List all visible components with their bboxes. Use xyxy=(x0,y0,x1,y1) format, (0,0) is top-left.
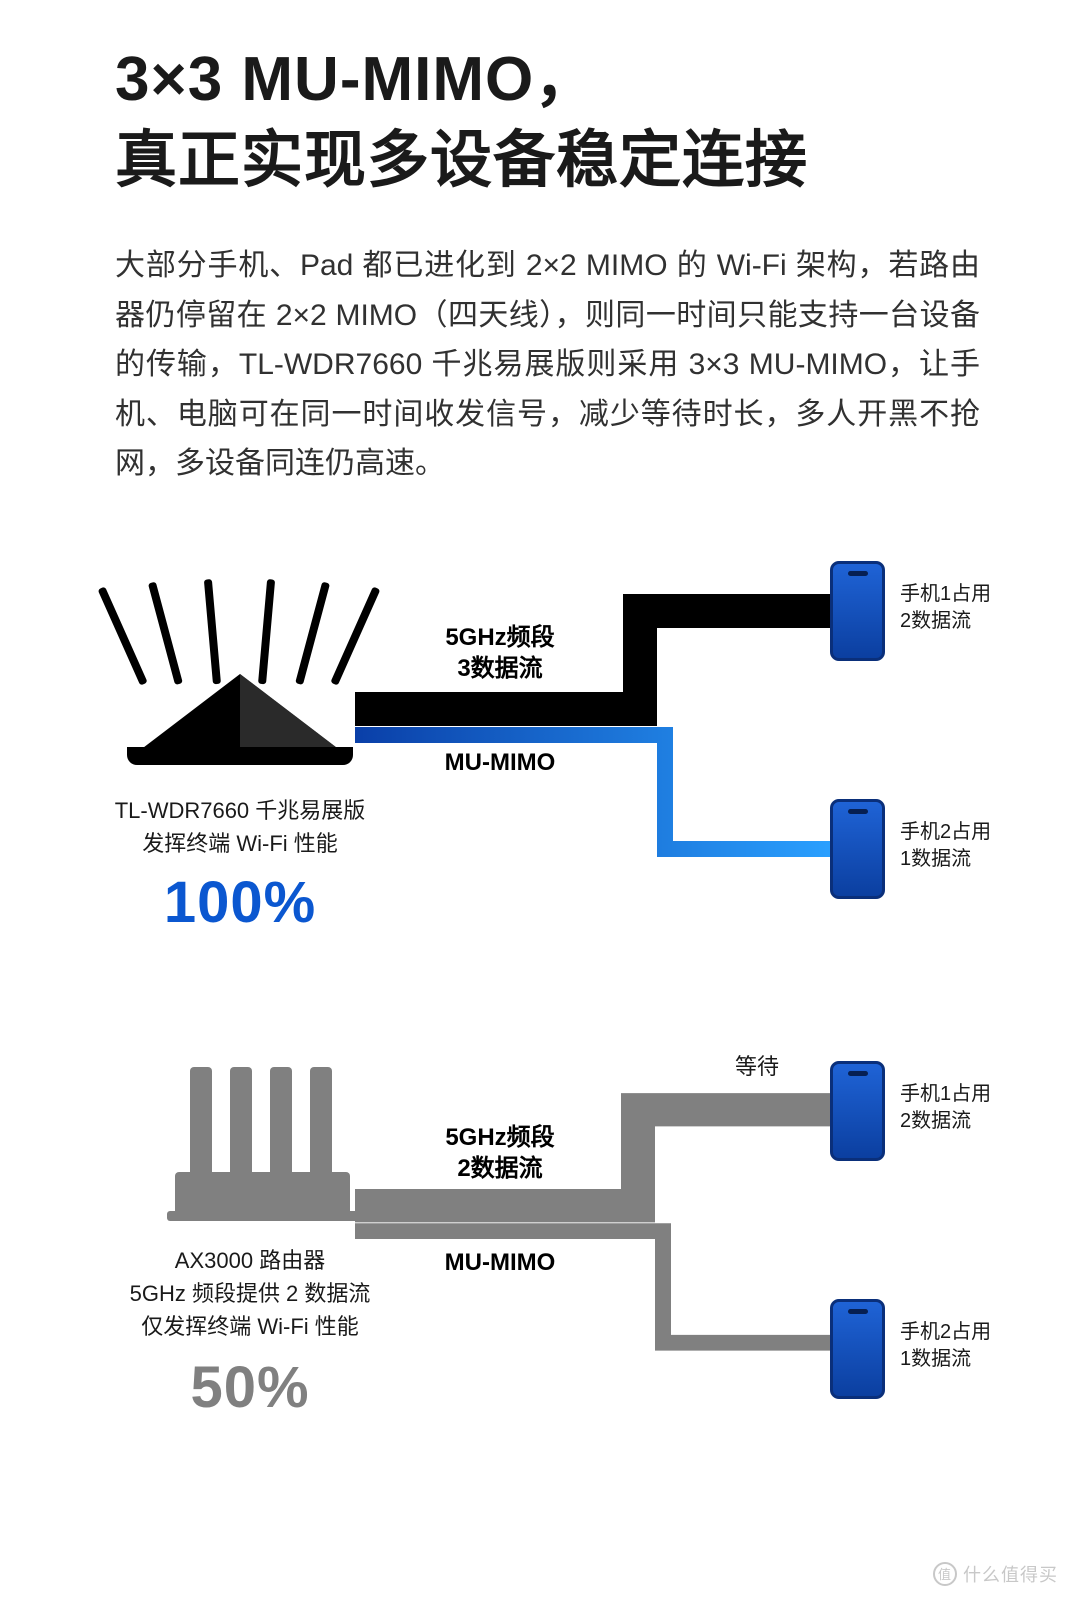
phone-1-icon xyxy=(830,561,885,661)
headline-line-2: 真正实现多设备稳定连接 xyxy=(115,126,808,195)
watermark: 值 什么值得买 xyxy=(933,1561,1058,1587)
diagram2-wait-label: 等待 xyxy=(735,1049,779,1081)
phone-4-icon xyxy=(830,1299,885,1399)
diagram2-router-caption: AX3000 路由器 5GHz 频段提供 2 数据流 仅发挥终端 Wi-Fi 性… xyxy=(90,1244,410,1343)
phone-4-label: 手机2占用 1数据流 xyxy=(900,1319,991,1373)
diagram2-band-label: 5GHz频段 2数据流 xyxy=(380,1122,620,1184)
diagram2-percentage: 50% xyxy=(90,1354,410,1421)
headline: 3×3 MU-MIMO， 真正实现多设备稳定连接 xyxy=(115,40,1080,201)
diagram1-router-caption: TL-WDR7660 千兆易展版 发挥终端 Wi-Fi 性能 xyxy=(80,794,400,860)
diagram-mu-mimo-3x3: 5GHz频段 3数据流 MU-MIMO 手机1占用 2数据流 手机2占用 1数据… xyxy=(0,549,1080,1019)
headline-line-1: 3×3 MU-MIMO， xyxy=(115,45,597,114)
phone-2-icon xyxy=(830,799,885,899)
watermark-text: 什么值得买 xyxy=(963,1561,1058,1587)
diagram1-mimo-label: MU-MIMO xyxy=(380,747,620,778)
phone-1-label: 手机1占用 2数据流 xyxy=(900,581,991,635)
router-tlwdr7660-icon xyxy=(130,579,350,769)
diagram2-mimo-label: MU-MIMO xyxy=(380,1247,620,1278)
diagram1-percentage: 100% xyxy=(80,869,400,936)
phone-3-icon xyxy=(830,1061,885,1161)
diagram-mu-mimo-2x2: 等待 5GHz频段 2数据流 MU-MIMO 手机1占用 2数据流 手机2占用 … xyxy=(0,1049,1080,1529)
router-ax3000-icon xyxy=(175,1067,355,1222)
watermark-logo-icon: 值 xyxy=(933,1562,957,1586)
phone-2-label: 手机2占用 1数据流 xyxy=(900,819,991,873)
diagram1-band-label: 5GHz频段 3数据流 xyxy=(380,622,620,684)
body-paragraph: 大部分手机、Pad 都已进化到 2×2 MIMO 的 Wi-Fi 架构，若路由器… xyxy=(115,241,980,489)
phone-3-label: 手机1占用 2数据流 xyxy=(900,1081,991,1135)
page-root: 3×3 MU-MIMO， 真正实现多设备稳定连接 大部分手机、Pad 都已进化到… xyxy=(0,0,1080,1599)
